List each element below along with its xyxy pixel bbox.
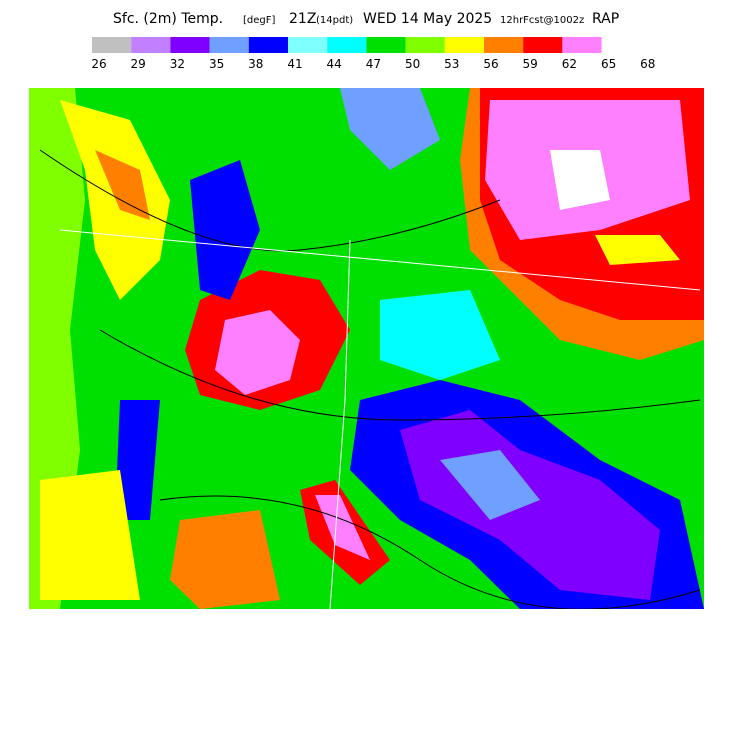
warm-area: [170, 510, 280, 609]
legend-label: 26: [91, 57, 106, 71]
legend-label: 29: [131, 57, 146, 71]
state-border: [59, 229, 701, 609]
legend-label: 65: [601, 57, 616, 71]
contour-line: [39, 149, 701, 609]
legend-label: 35: [209, 57, 224, 71]
title: Sfc. (2m) Temp. [degF] 21Z (14pdt) WED 14 Ma…: [113, 11, 619, 27]
legend-label: 38: [248, 57, 263, 71]
hot-core: [550, 150, 610, 210]
legend-swatch: [327, 37, 367, 53]
hot-core: [215, 310, 300, 395]
legend-label: 32: [170, 57, 185, 71]
title-part: (14pdt): [316, 15, 353, 26]
warm-area: [95, 150, 150, 220]
title-part: [degF]: [243, 15, 276, 26]
warm-area: [60, 100, 170, 300]
cold-area: [115, 400, 160, 520]
cold-patch: [440, 450, 540, 520]
legend-swatch: [444, 37, 484, 53]
title-part: 12hrFcst@1002z: [500, 15, 584, 26]
legend-swatch: [405, 37, 445, 53]
legend-swatch: [131, 37, 171, 53]
legend-label: 47: [366, 57, 381, 71]
legend-swatch: [209, 37, 249, 53]
hot-core: [315, 495, 370, 560]
legend-label: 53: [444, 57, 459, 71]
warm-area: [595, 235, 680, 265]
legend-swatch: [484, 37, 524, 53]
color-legend: 26 29 32 35 38 41 44 47 50 53 56 59 62 65 68: [91, 37, 655, 71]
title-part: Sfc. (2m) Temp.: [113, 11, 223, 27]
legend-swatch: [170, 37, 210, 53]
title-part: 21Z: [289, 11, 316, 27]
legend-swatch: [92, 37, 132, 53]
title-part: WED 14 May 2025: [363, 11, 492, 27]
legend-swatch: [562, 37, 602, 53]
title-part: RAP: [592, 11, 619, 27]
warm-area: [40, 470, 140, 600]
legend-swatch: [366, 37, 406, 53]
legend-label: 59: [523, 57, 538, 71]
cold-area: [340, 88, 440, 170]
cool-area: [380, 290, 500, 380]
map: [29, 88, 704, 609]
legend-swatch: [288, 37, 328, 53]
legend-label: 62: [562, 57, 577, 71]
cold-area: [190, 160, 260, 300]
legend-label: 44: [327, 57, 342, 71]
legend-label: 56: [483, 57, 498, 71]
legend-label: 68: [640, 57, 655, 71]
legend-swatch: [248, 37, 288, 53]
legend-swatch: [523, 37, 563, 53]
legend-label: 41: [287, 57, 302, 71]
legend-label: 50: [405, 57, 420, 71]
